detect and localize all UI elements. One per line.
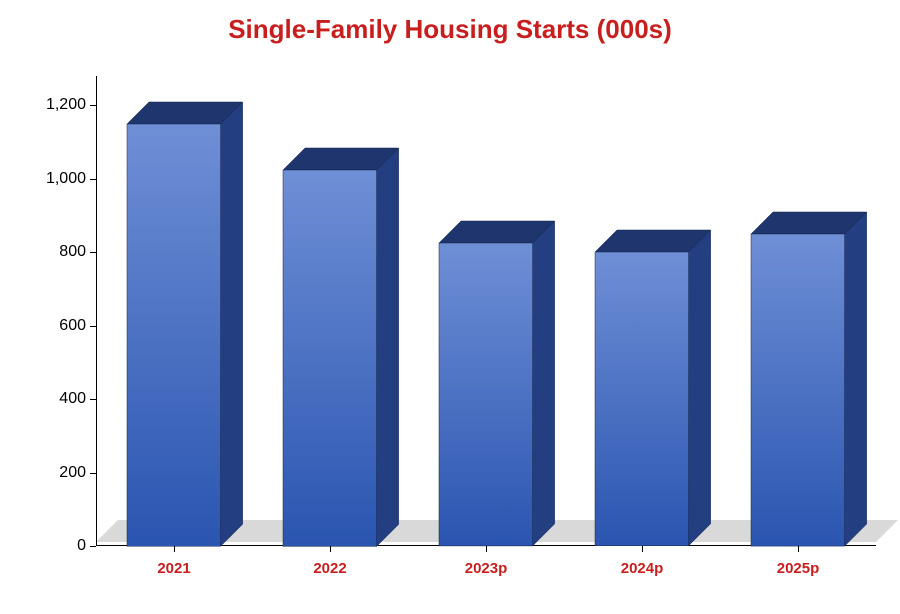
y-tick-label: 400 bbox=[26, 390, 86, 408]
x-tick bbox=[330, 546, 331, 552]
y-tick bbox=[90, 399, 96, 400]
plot-area: 02004006008001,0001,200 2021 bbox=[96, 76, 876, 546]
x-tick bbox=[486, 546, 487, 552]
bar bbox=[283, 148, 399, 546]
y-tick-label: 1,200 bbox=[26, 96, 86, 114]
chart-title: Single-Family Housing Starts (000s) bbox=[0, 14, 900, 45]
x-tick-label: 2023p bbox=[465, 560, 508, 577]
y-tick bbox=[90, 179, 96, 180]
x-tick-label: 2021 bbox=[157, 560, 190, 577]
y-tick bbox=[90, 546, 96, 547]
x-tick-label: 2022 bbox=[313, 560, 346, 577]
y-tick-label: 600 bbox=[26, 317, 86, 335]
y-tick bbox=[90, 252, 96, 253]
y-axis-line bbox=[96, 76, 97, 546]
y-tick bbox=[90, 105, 96, 106]
x-tick bbox=[798, 546, 799, 552]
chart-container: Single-Family Housing Starts (000s) 0200… bbox=[0, 0, 900, 614]
x-tick-label: 2024p bbox=[621, 560, 664, 577]
y-tick-label: 800 bbox=[26, 243, 86, 261]
bar bbox=[439, 221, 555, 546]
y-tick-label: 0 bbox=[26, 537, 86, 555]
y-tick-label: 200 bbox=[26, 464, 86, 482]
x-tick-label: 2025p bbox=[777, 560, 820, 577]
x-tick bbox=[174, 546, 175, 552]
x-tick bbox=[642, 546, 643, 552]
bar bbox=[595, 230, 711, 546]
y-tick bbox=[90, 473, 96, 474]
bar bbox=[127, 102, 243, 546]
bar bbox=[751, 212, 867, 546]
y-tick bbox=[90, 326, 96, 327]
y-tick-label: 1,000 bbox=[26, 170, 86, 188]
